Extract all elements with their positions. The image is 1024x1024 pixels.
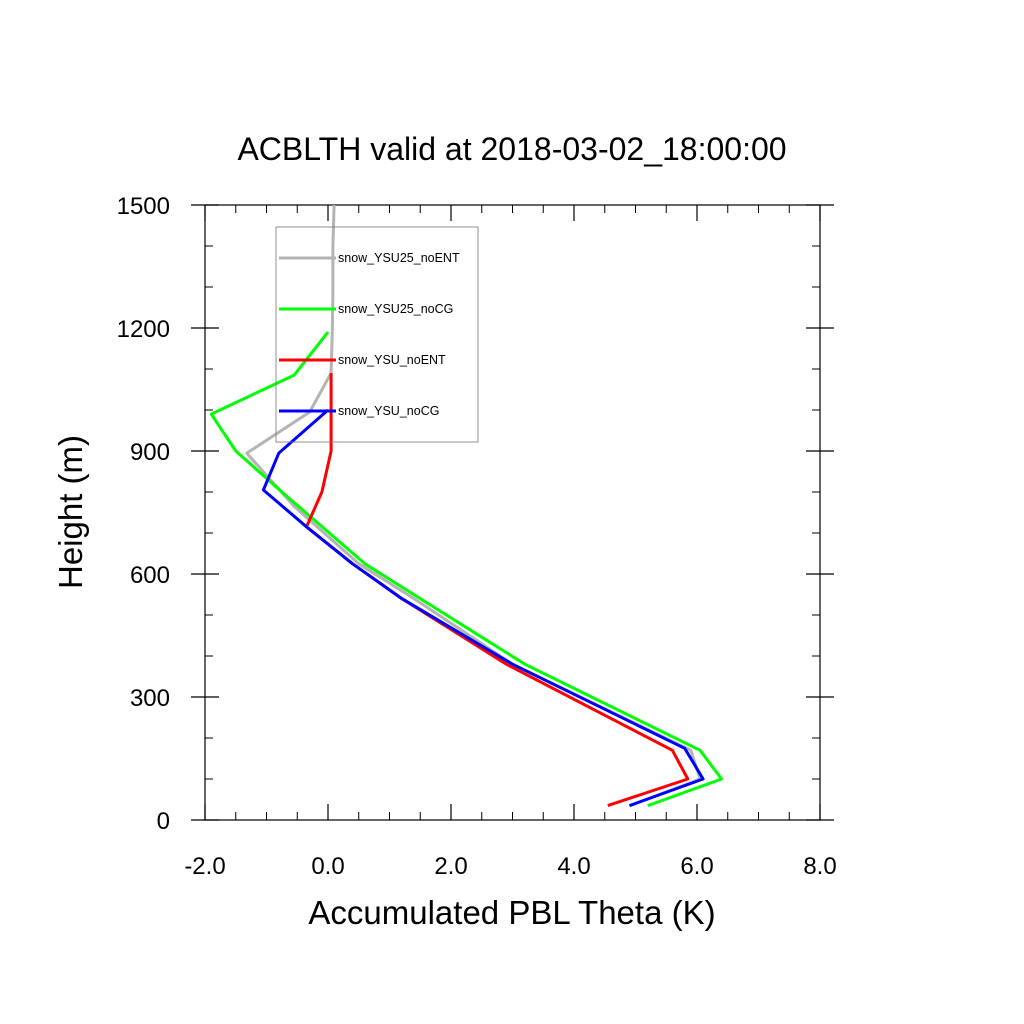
y-axis-label: Height (m) — [52, 435, 89, 589]
major-ticks — [191, 204, 834, 821]
x-tick-label: 0.0 — [311, 853, 344, 880]
legend-label: snow_YSU25_noENT — [338, 251, 460, 265]
y-tick-label: 900 — [130, 439, 170, 466]
legend-label: snow_YSU_noCG — [338, 404, 439, 418]
y-tick-label: 1500 — [117, 193, 170, 220]
legend-label: snow_YSU_noENT — [338, 353, 446, 367]
series-lines — [209, 204, 724, 808]
x-tick-label: -2.0 — [184, 853, 225, 880]
x-axis-label: Accumulated PBL Theta (K) — [308, 894, 715, 931]
legend: snow_YSU25_noENT snow_YSU25_noCG snow_YSU_… — [275, 226, 479, 443]
series-line-snow_YSU25_noCG — [209, 331, 724, 808]
x-tick-label: 4.0 — [557, 853, 590, 880]
y-tick-label: 1200 — [117, 316, 170, 343]
x-tick-label: 2.0 — [434, 853, 467, 880]
y-tick-label: 300 — [130, 685, 170, 712]
legend-items: snow_YSU25_noENT snow_YSU25_noCG snow_YSU_… — [279, 251, 460, 418]
x-tick-labels: -2.0 0.0 2.0 4.0 6.0 8.0 — [184, 853, 836, 880]
y-tick-label: 0 — [157, 808, 170, 835]
series-line-snow_YSU_noCG — [261, 408, 705, 808]
y-tick-label: 600 — [130, 562, 170, 589]
chart-title: ACBLTH valid at 2018-03-02_18:00:00 — [237, 131, 786, 167]
x-tick-label: 8.0 — [803, 853, 836, 880]
y-tick-labels: 0 300 600 900 1200 1500 — [117, 193, 170, 835]
legend-box — [275, 226, 479, 443]
legend-label: snow_YSU25_noCG — [338, 302, 453, 316]
x-tick-label: 6.0 — [680, 853, 713, 880]
